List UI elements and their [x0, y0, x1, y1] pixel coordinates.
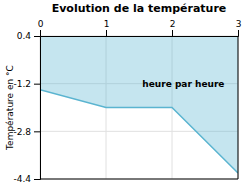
- tick-mark: [34, 179, 40, 180]
- area: [40, 36, 238, 173]
- tick: 3: [236, 19, 242, 36]
- tick: 0: [38, 19, 44, 36]
- tick-mark: [172, 30, 173, 36]
- tick: 1: [104, 19, 110, 36]
- tick-label: 2: [170, 19, 176, 29]
- tick-label: 1: [104, 19, 110, 29]
- y-axis: 0.4 -1.2 -2.8 -4.4: [13, 31, 40, 184]
- tick-mark: [238, 30, 239, 36]
- tick-label: -1.2: [13, 79, 31, 89]
- tick-label: -2.8: [13, 127, 31, 137]
- y-axis-title: Température en °C: [5, 65, 15, 151]
- tick: 0.4: [17, 31, 40, 41]
- tick-mark: [34, 36, 40, 37]
- tick-mark: [106, 30, 107, 36]
- tick-mark: [40, 30, 41, 36]
- tick-label: 3: [236, 19, 242, 29]
- tick-label: 0.4: [17, 31, 32, 41]
- title: Evolution de la température: [52, 2, 227, 15]
- tick-label: -4.4: [13, 174, 31, 184]
- tick-mark: [34, 131, 40, 132]
- tick: 2: [170, 19, 176, 36]
- axis-line: [34, 37, 41, 180]
- frame: [40, 179, 238, 180]
- frame: [238, 36, 239, 179]
- axis-line: [41, 30, 239, 37]
- grid-line: [238, 36, 239, 179]
- plot-area: [40, 36, 238, 173]
- x-axis: 0 1 2 3: [38, 19, 242, 37]
- grid: [40, 36, 238, 179]
- line: [40, 90, 238, 173]
- tick: -1.2: [13, 79, 40, 89]
- grid-line: [40, 179, 238, 180]
- tick-label: 0: [38, 19, 44, 29]
- tick: -4.4: [13, 174, 40, 184]
- annotation: heure par heure: [142, 79, 224, 89]
- tick: -2.8: [13, 127, 40, 137]
- tick-mark: [34, 84, 40, 85]
